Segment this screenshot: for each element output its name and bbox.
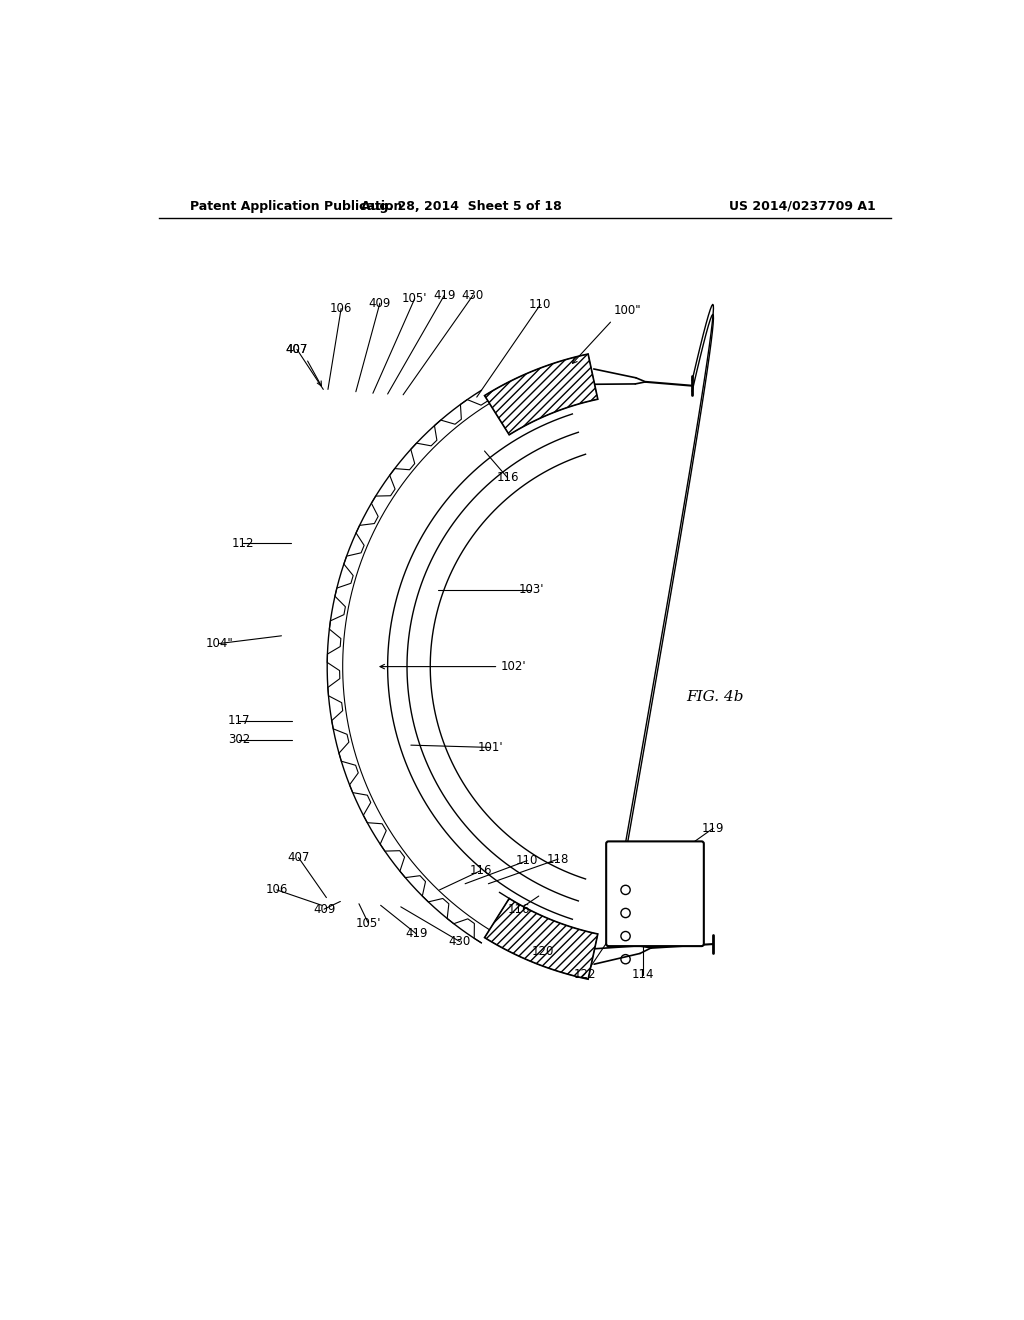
Text: 106: 106 bbox=[330, 302, 352, 315]
Polygon shape bbox=[484, 354, 598, 434]
Text: 119: 119 bbox=[701, 822, 724, 834]
Text: 430: 430 bbox=[449, 935, 471, 948]
Text: 102': 102' bbox=[501, 660, 526, 673]
Text: 407: 407 bbox=[286, 343, 308, 356]
Text: 407: 407 bbox=[286, 343, 308, 356]
Text: 104": 104" bbox=[206, 638, 233, 649]
Text: 116: 116 bbox=[497, 471, 519, 484]
Text: 122: 122 bbox=[574, 968, 597, 981]
Text: 101': 101' bbox=[478, 741, 504, 754]
Text: 419: 419 bbox=[433, 289, 456, 302]
Text: 419: 419 bbox=[406, 927, 428, 940]
Text: Aug. 28, 2014  Sheet 5 of 18: Aug. 28, 2014 Sheet 5 of 18 bbox=[360, 199, 561, 213]
Text: 105': 105' bbox=[355, 916, 381, 929]
Text: Patent Application Publication: Patent Application Publication bbox=[190, 199, 402, 213]
Text: 103': 103' bbox=[518, 583, 544, 597]
Text: 120: 120 bbox=[531, 945, 554, 958]
Text: 114: 114 bbox=[632, 968, 654, 981]
Text: 409: 409 bbox=[369, 297, 391, 310]
Text: 118: 118 bbox=[547, 853, 569, 866]
Text: 302: 302 bbox=[227, 733, 250, 746]
Text: 407: 407 bbox=[288, 851, 309, 865]
Text: 105': 105' bbox=[402, 292, 427, 305]
Text: 100": 100" bbox=[614, 305, 642, 317]
Text: FIG. 4b: FIG. 4b bbox=[686, 690, 743, 705]
Text: 430: 430 bbox=[462, 289, 484, 302]
FancyBboxPatch shape bbox=[606, 841, 703, 946]
Text: 110: 110 bbox=[529, 298, 552, 312]
Text: 116: 116 bbox=[469, 865, 492, 878]
Polygon shape bbox=[484, 899, 598, 979]
Text: 110: 110 bbox=[516, 854, 539, 867]
Text: 112: 112 bbox=[231, 537, 254, 550]
Text: US 2014/0237709 A1: US 2014/0237709 A1 bbox=[729, 199, 876, 213]
Text: 116: 116 bbox=[508, 903, 530, 916]
Text: 106: 106 bbox=[265, 883, 288, 896]
Text: 117: 117 bbox=[227, 714, 250, 727]
Text: 409: 409 bbox=[313, 903, 335, 916]
